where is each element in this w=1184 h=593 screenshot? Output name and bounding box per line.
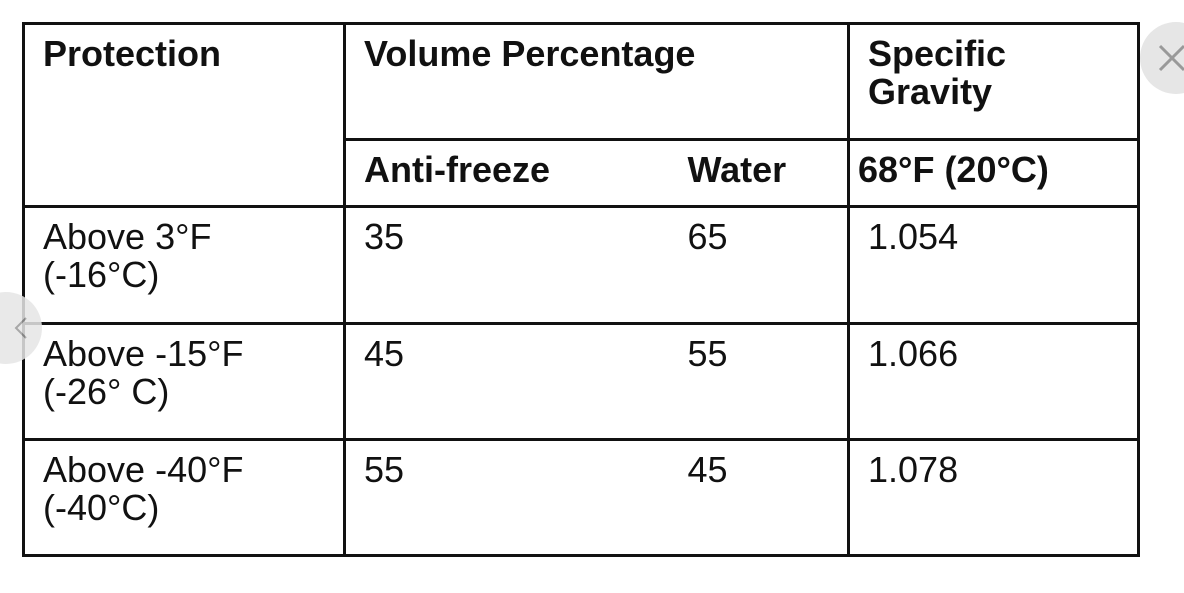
cell: 55 — [343, 438, 670, 557]
cell: Above 3°F (-16°C) — [22, 205, 346, 325]
data-table: Protection Volume Percentage Specific Gr… — [22, 22, 1141, 557]
back-icon — [14, 317, 27, 339]
header-cell: Anti-freeze — [343, 138, 670, 208]
cell: Above -15°F (-26° C) — [22, 322, 346, 441]
header-cell: Volume Percentage — [342, 22, 851, 141]
subheader-row: Anti-freeze Water 68°F (20°C) — [24, 138, 1141, 208]
data-row: Above -15°F (-26° C) 45 55 1.066 — [22, 322, 1141, 441]
header-text: Specific Gravity — [868, 33, 1007, 112]
back-button[interactable] — [0, 292, 42, 364]
cell: 1.078 — [847, 438, 1141, 557]
cell: 1.066 — [847, 322, 1141, 441]
cell: 55 — [669, 322, 851, 441]
header-row: Protection Volume Percentage Specific Gr… — [22, 22, 1141, 208]
cell: 45 — [669, 438, 851, 557]
cell: 1.054 — [847, 205, 1141, 325]
cell-text: Above 3°F (-16°C) — [43, 216, 212, 295]
close-button[interactable] — [1140, 22, 1184, 94]
header-cell: Specific Gravity — [847, 22, 1141, 141]
cell-text: Above -40°F (-40°C) — [43, 449, 244, 528]
close-icon — [1158, 44, 1184, 72]
cell: 65 — [669, 205, 851, 325]
header-cell: 68°F (20°C) — [847, 138, 1141, 208]
data-row: Above 3°F (-16°C) 35 65 1.054 — [22, 205, 1141, 325]
data-row: Above -40°F (-40°C) 55 45 1.078 — [22, 438, 1141, 557]
cell: Above -40°F (-40°C) — [22, 438, 346, 557]
header-cell: Protection — [22, 22, 346, 208]
cell: 35 — [343, 205, 670, 325]
header-cell: Water — [669, 138, 851, 208]
cell-text: Above -15°F (-26° C) — [43, 333, 244, 412]
cell: 45 — [343, 322, 670, 441]
